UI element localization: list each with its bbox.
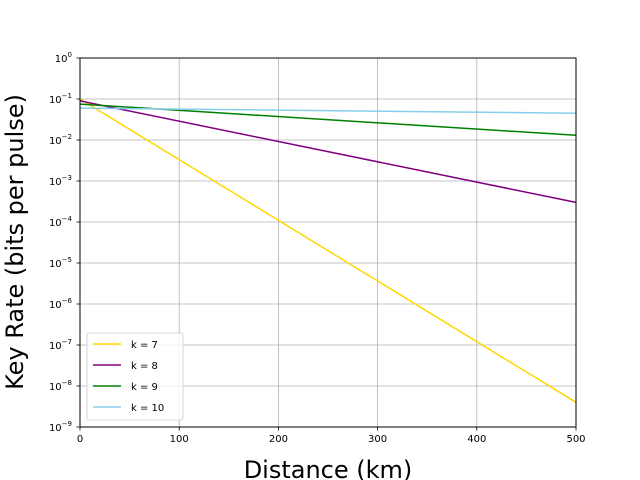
y-tick-label: 10−6	[49, 297, 73, 311]
y-tick-exponent: −6	[62, 297, 73, 305]
y-tick-base: 10	[49, 382, 62, 393]
y-tick-label: 10−2	[49, 133, 72, 147]
x-tick-label: 0	[77, 434, 83, 445]
plot-frame	[79, 57, 577, 428]
legend-label: k = 9	[131, 382, 158, 393]
y-tick-exponent: −9	[62, 420, 72, 428]
y-axis-title: Key Rate (bits per pulse)	[1, 94, 29, 390]
y-tick-label: 10−3	[49, 174, 72, 188]
y-tick-label: 10−4	[49, 215, 73, 229]
y-tick-exponent: −1	[62, 92, 72, 100]
y-tick-label: 10−7	[49, 338, 72, 352]
y-tick-exponent: −7	[62, 338, 72, 346]
legend: k = 7 k = 8 k = 9 k = 10	[86, 332, 184, 421]
y-tick-exponent: 0	[68, 51, 72, 59]
x-tick-label: 300	[368, 434, 387, 445]
y-tick-exponent: −2	[62, 133, 72, 141]
series-line-1	[79, 98, 577, 403]
y-tick-label: 10−9	[49, 420, 72, 434]
y-tick-base: 10	[49, 423, 62, 434]
y-tick-base: 10	[49, 177, 62, 188]
y-tick-exponent: −3	[62, 174, 72, 182]
y-tick-label: 10−1	[49, 92, 72, 106]
y-tick-base: 10	[49, 218, 62, 229]
y-tick-base: 10	[49, 300, 62, 311]
y-tick-base: 10	[55, 54, 68, 65]
y-tick-label: 100	[55, 51, 72, 65]
y-tick-base: 10	[49, 136, 62, 147]
x-axis-title: Distance (km)	[244, 456, 413, 480]
series-lines	[79, 98, 577, 403]
series-line-4	[79, 107, 577, 114]
x-tick-label: 200	[269, 434, 288, 445]
legend-label: k = 8	[131, 361, 158, 372]
y-tick-base: 10	[49, 341, 62, 352]
y-tick-label: 10−5	[49, 256, 72, 270]
y-tick-base: 10	[49, 259, 62, 270]
legend-box	[86, 332, 184, 421]
x-axis-ticks: 0 100 200 300 400 500	[77, 427, 586, 445]
y-tick-exponent: −5	[62, 256, 72, 264]
series-line-2	[79, 100, 577, 204]
x-tick-label: 500	[566, 434, 585, 445]
y-tick-base: 10	[49, 95, 62, 106]
legend-label: k = 7	[131, 340, 158, 351]
x-tick-label: 400	[467, 434, 486, 445]
legend-label: k = 10	[131, 403, 164, 414]
y-tick-label: 10−8	[49, 379, 72, 393]
y-tick-exponent: −8	[62, 379, 72, 387]
y-tick-exponent: −4	[62, 215, 73, 223]
x-tick-label: 100	[170, 434, 189, 445]
